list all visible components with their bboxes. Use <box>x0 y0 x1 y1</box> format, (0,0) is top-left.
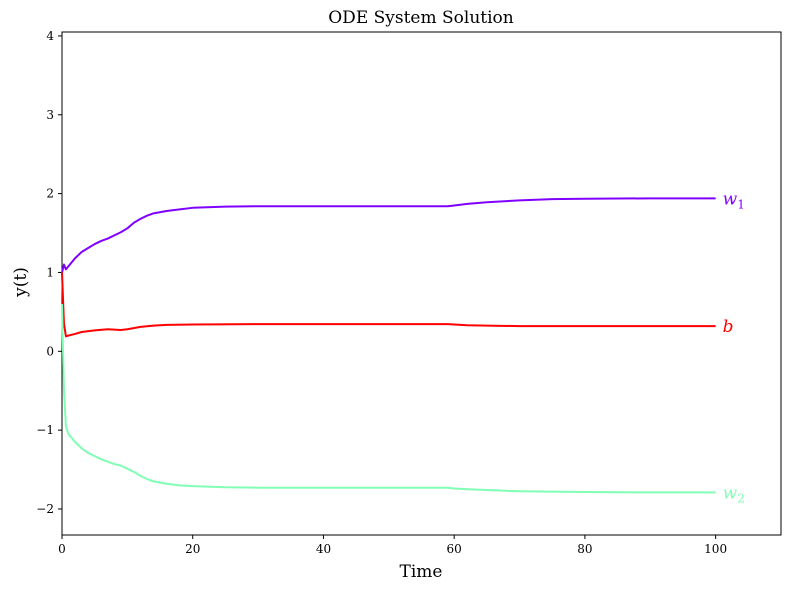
series-line-w2 <box>61 303 716 494</box>
chart-title: ODE System Solution <box>328 8 514 28</box>
y-axis-title: y(t) <box>11 267 31 298</box>
x-tick-label: 100 <box>704 542 727 556</box>
plot-frame <box>61 31 782 536</box>
y-tick-label: −2 <box>36 502 54 516</box>
series-label-b: b <box>723 317 734 337</box>
y-tick-label: 3 <box>46 108 54 122</box>
y-tick-label: 1 <box>46 265 54 279</box>
series-lines <box>61 197 716 494</box>
x-tick-label: 80 <box>577 542 592 556</box>
x-tick-label: 0 <box>58 542 66 556</box>
series-label-subscript: 2 <box>737 491 745 505</box>
series-label-subscript: 1 <box>737 197 745 211</box>
x-axis-title: Time <box>400 562 443 582</box>
x-tick-label: 60 <box>447 542 462 556</box>
y-axis-ticks: −2 −1 0 1 2 3 4 <box>36 29 62 516</box>
series-label-w2: w2 <box>723 483 745 505</box>
y-tick-label: 4 <box>46 29 54 43</box>
series-label-main: w <box>723 189 738 209</box>
x-axis-ticks: 0 20 40 60 80 100 <box>58 535 727 556</box>
series-label-main: w <box>723 483 738 503</box>
series-label-w1: w1 <box>723 189 745 211</box>
series-label-main: b <box>723 317 734 337</box>
y-tick-label: 0 <box>46 344 54 358</box>
x-tick-label: 40 <box>316 542 331 556</box>
y-tick-label: 2 <box>46 187 54 201</box>
series-line-b <box>61 272 716 338</box>
y-tick-label: −1 <box>36 423 54 437</box>
x-tick-label: 20 <box>185 542 200 556</box>
series-line-w1 <box>61 197 716 273</box>
